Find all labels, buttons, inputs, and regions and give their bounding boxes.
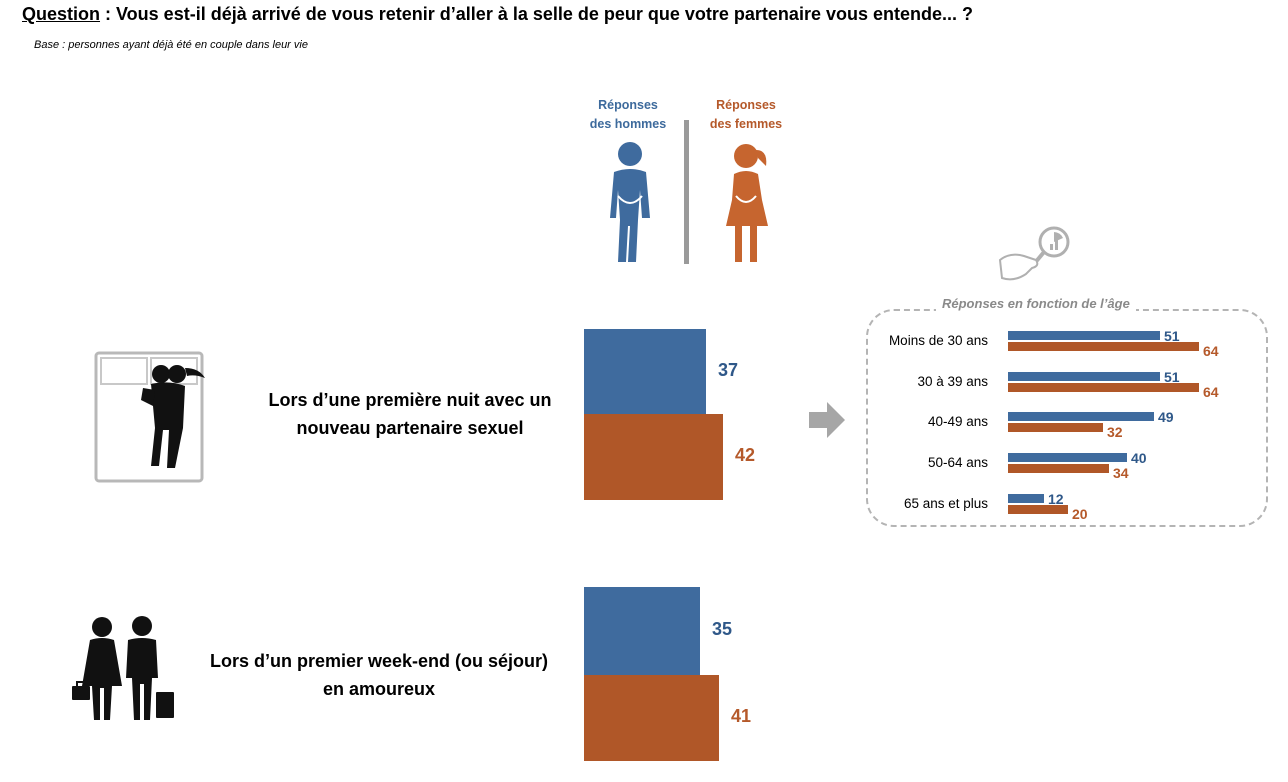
age-bar-men xyxy=(1008,372,1160,381)
base-note: Base : personnes ayant déjà été en coupl… xyxy=(34,39,308,51)
women-figure-icon xyxy=(726,144,768,262)
bed-couple-icon xyxy=(94,351,205,483)
age-category-label: Moins de 30 ans xyxy=(888,333,988,348)
age-value-women: 64 xyxy=(1203,343,1219,359)
scenario-2-label: Lors d’un premier week-end (ou séjour) e… xyxy=(186,647,572,703)
age-category-label: 40-49 ans xyxy=(927,414,988,429)
age-bar-women xyxy=(1008,383,1199,392)
age-panel-title: Réponses en fonction de l’âge xyxy=(936,296,1136,311)
age-bar-women xyxy=(1008,342,1199,351)
age-value-women: 34 xyxy=(1113,465,1129,481)
age-category-label: 65 ans et plus xyxy=(903,496,988,511)
bar-scenario-1-men xyxy=(584,329,706,414)
legend-men: Réponses des hommes xyxy=(583,96,673,134)
age-value-women: 64 xyxy=(1203,384,1219,400)
age-bar-women xyxy=(1008,505,1068,514)
magnifier-chart-icon xyxy=(998,226,1070,281)
age-category-label: 30 à 39 ans xyxy=(917,374,988,389)
scenario-2-line2: en amoureux xyxy=(322,679,436,699)
legend-women-line2: des femmes xyxy=(709,117,783,131)
value-scenario-2-women: 41 xyxy=(731,706,752,726)
travel-couple-icon xyxy=(72,616,174,720)
question-label: Question xyxy=(22,4,101,24)
scenario-1-line2: nouveau partenaire sexuel xyxy=(296,418,524,438)
age-value-men: 51 xyxy=(1164,328,1180,344)
age-bar-women xyxy=(1008,464,1109,473)
scenario-1-line1: Lors d’une première nuit avec un xyxy=(268,390,552,410)
age-bar-women xyxy=(1008,423,1103,432)
legend-women-line1: Réponses xyxy=(716,98,776,112)
age-value-men: 51 xyxy=(1164,369,1180,385)
value-scenario-1-men: 37 xyxy=(718,359,739,380)
arrow-right-icon xyxy=(809,402,845,438)
age-value-men: 12 xyxy=(1048,491,1064,507)
men-figure-icon xyxy=(610,142,650,262)
gender-divider xyxy=(684,120,689,264)
age-bar-men xyxy=(1008,412,1154,421)
bar-scenario-2-men xyxy=(584,587,700,675)
age-bar-men xyxy=(1008,453,1127,462)
value-scenario-1-women: 42 xyxy=(735,445,756,465)
age-category-label: 50-64 ans xyxy=(927,455,988,470)
scenario-1-label: Lors d’une première nuit avec un nouveau… xyxy=(250,386,570,442)
age-value-men: 40 xyxy=(1131,450,1147,466)
age-value-women: 32 xyxy=(1107,424,1123,440)
age-value-men: 49 xyxy=(1158,409,1174,425)
question-text: Question : Vous est-il déjà arrivé de vo… xyxy=(22,4,973,25)
question-body: : Vous est-il déjà arrivé de vous reteni… xyxy=(100,4,973,24)
age-bar-men xyxy=(1008,494,1044,503)
legend-women: Réponses des femmes xyxy=(701,96,791,134)
legend-men-line1: Réponses xyxy=(598,98,658,112)
value-scenario-2-men: 35 xyxy=(712,619,733,639)
age-bar-men xyxy=(1008,331,1160,340)
age-value-women: 20 xyxy=(1072,506,1088,522)
bar-scenario-2-women xyxy=(584,675,719,761)
legend-men-line2: des hommes xyxy=(589,117,667,131)
scenario-2-line1: Lors d’un premier week-end (ou séjour) xyxy=(209,651,549,671)
bar-scenario-1-women xyxy=(584,414,723,500)
